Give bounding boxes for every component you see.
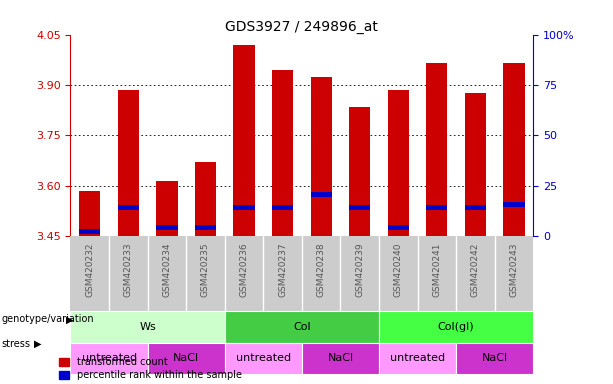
Text: NaCl: NaCl bbox=[482, 353, 508, 364]
Bar bbox=[465, 93, 486, 236]
Bar bbox=[272, 70, 293, 236]
Bar bbox=[234, 45, 254, 236]
Bar bbox=[195, 162, 216, 236]
Bar bbox=[156, 181, 178, 236]
Bar bbox=[349, 107, 370, 236]
Bar bbox=[387, 90, 409, 236]
Text: GSM420241: GSM420241 bbox=[432, 242, 441, 297]
Bar bbox=[349, 205, 370, 210]
Text: GSM420234: GSM420234 bbox=[162, 242, 172, 297]
Text: ▶: ▶ bbox=[34, 339, 42, 349]
Text: NaCl: NaCl bbox=[327, 353, 354, 364]
Bar bbox=[272, 205, 293, 210]
Text: untreated: untreated bbox=[236, 353, 291, 364]
Text: ▶: ▶ bbox=[66, 314, 74, 324]
Bar bbox=[156, 225, 178, 230]
Text: GSM420235: GSM420235 bbox=[201, 242, 210, 297]
Bar bbox=[302, 343, 379, 374]
Bar bbox=[148, 343, 225, 374]
Bar bbox=[379, 343, 456, 374]
Bar bbox=[225, 343, 302, 374]
Text: GSM420233: GSM420233 bbox=[124, 242, 133, 297]
Bar bbox=[118, 90, 139, 236]
Text: GSM420238: GSM420238 bbox=[317, 242, 326, 297]
Text: genotype/variation: genotype/variation bbox=[1, 314, 94, 324]
Bar bbox=[70, 343, 148, 374]
Text: GSM420239: GSM420239 bbox=[356, 242, 364, 297]
Bar bbox=[79, 229, 101, 234]
Bar bbox=[503, 202, 525, 207]
Bar bbox=[379, 311, 533, 343]
Bar bbox=[234, 205, 254, 210]
Bar bbox=[118, 205, 139, 210]
Text: stress: stress bbox=[1, 339, 30, 349]
Text: GSM420236: GSM420236 bbox=[240, 242, 248, 297]
Bar bbox=[426, 205, 447, 210]
Text: GSM420232: GSM420232 bbox=[85, 242, 94, 297]
Text: GSM420240: GSM420240 bbox=[394, 242, 403, 297]
Bar bbox=[79, 191, 101, 236]
Bar bbox=[456, 343, 533, 374]
Bar bbox=[426, 63, 447, 236]
Text: GSM420237: GSM420237 bbox=[278, 242, 287, 297]
Bar bbox=[311, 76, 332, 236]
Text: GSM420243: GSM420243 bbox=[509, 242, 519, 297]
Bar bbox=[311, 192, 332, 197]
Title: GDS3927 / 249896_at: GDS3927 / 249896_at bbox=[226, 20, 378, 33]
Bar bbox=[225, 311, 379, 343]
Bar bbox=[70, 311, 225, 343]
Bar bbox=[195, 225, 216, 230]
Text: Ws: Ws bbox=[139, 322, 156, 332]
Text: untreated: untreated bbox=[82, 353, 137, 364]
Text: Col: Col bbox=[293, 322, 311, 332]
Text: NaCl: NaCl bbox=[173, 353, 199, 364]
Text: GSM420242: GSM420242 bbox=[471, 242, 480, 297]
Legend: transformed count, percentile rank within the sample: transformed count, percentile rank withi… bbox=[55, 353, 245, 384]
Bar bbox=[387, 225, 409, 230]
Bar bbox=[465, 205, 486, 210]
Bar bbox=[503, 63, 525, 236]
Text: Col(gl): Col(gl) bbox=[438, 322, 474, 332]
Text: untreated: untreated bbox=[390, 353, 445, 364]
